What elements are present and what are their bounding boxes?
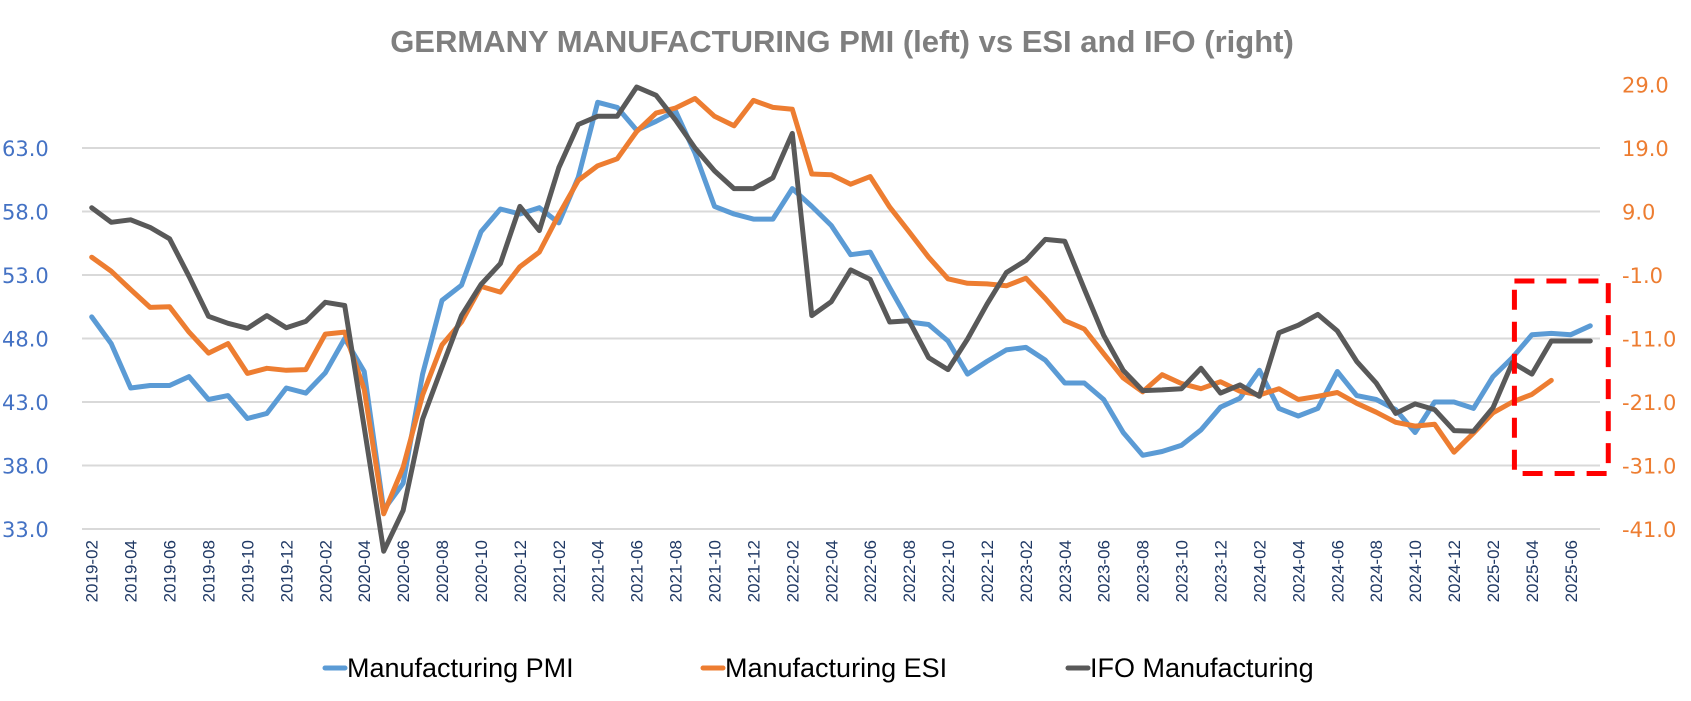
x-tick-label: 2021-02 <box>550 540 569 602</box>
x-tick-label: 2023-06 <box>1095 540 1114 602</box>
right-tick-label: 9.0 <box>1622 201 1655 225</box>
x-tick-label: 2023-10 <box>1173 540 1192 602</box>
legend-item: Manufacturing PMI <box>322 653 574 683</box>
right-tick-label: -31.0 <box>1622 455 1676 479</box>
left-tick-label: 58.0 <box>2 201 49 225</box>
right-y-axis: -41.0 -31.0 -21.0 -11.0 -1.0 9.0 19.0 29.0 <box>1622 74 1676 543</box>
x-tick-label: 2024-02 <box>1250 540 1269 602</box>
x-tick-label: 2025-02 <box>1484 540 1503 602</box>
legend-item: Manufacturing ESI <box>700 653 947 683</box>
x-tick-label: 2020-04 <box>355 540 374 602</box>
annotations <box>1511 278 1611 476</box>
right-tick-label: 29.0 <box>1622 74 1669 98</box>
x-tick-label: 2025-06 <box>1562 540 1581 602</box>
left-y-axis: 33.0 38.0 43.0 48.0 53.0 58.0 63.0 <box>2 137 49 542</box>
legend-label: IFO Manufacturing <box>1090 653 1314 683</box>
x-tick-label: 2022-02 <box>783 540 802 602</box>
legend-item: IFO Manufacturing <box>1065 653 1314 683</box>
x-tick-label: 2020-12 <box>511 540 530 602</box>
x-tick-label: 2024-08 <box>1367 540 1386 602</box>
x-tick-label: 2019-08 <box>200 540 219 602</box>
left-tick-label: 38.0 <box>2 455 49 479</box>
x-tick-label: 2025-04 <box>1523 540 1542 602</box>
legend-label: Manufacturing ESI <box>725 653 947 683</box>
x-tick-label: 2024-04 <box>1289 540 1308 602</box>
x-tick-label: 2022-06 <box>861 540 880 602</box>
x-tick-label: 2021-12 <box>744 540 763 602</box>
x-tick-label: 2020-10 <box>472 540 491 602</box>
right-tick-label: -1.0 <box>1622 264 1663 288</box>
highlight-box <box>1511 278 1611 476</box>
left-tick-label: 33.0 <box>2 518 49 542</box>
series-line-manufacturing-esi <box>89 96 1554 517</box>
right-tick-label: -41.0 <box>1622 518 1676 542</box>
x-tick-label: 2019-04 <box>122 540 141 602</box>
x-tick-label: 2023-04 <box>1056 540 1075 602</box>
x-tick-label: 2022-08 <box>900 540 919 602</box>
x-tick-label: 2023-02 <box>1017 540 1036 602</box>
right-tick-label: -21.0 <box>1622 391 1676 415</box>
x-tick-label: 2020-08 <box>433 540 452 602</box>
x-tick-label: 2021-10 <box>706 540 725 602</box>
x-tick-label: 2024-12 <box>1445 540 1464 602</box>
left-tick-label: 43.0 <box>2 391 49 415</box>
x-tick-label: 2022-04 <box>822 540 841 602</box>
x-tick-label: 2021-06 <box>628 540 647 602</box>
x-tick-label: 2022-12 <box>978 540 997 602</box>
left-tick-label: 48.0 <box>2 328 49 352</box>
x-tick-label: 2019-06 <box>161 540 180 602</box>
x-tick-label: 2024-06 <box>1328 540 1347 602</box>
left-tick-label: 63.0 <box>2 137 49 161</box>
series-lines <box>89 84 1593 554</box>
series-line-manufacturing-pmi <box>89 99 1593 513</box>
x-tick-label: 2021-08 <box>667 540 686 602</box>
x-tick-label: 2019-12 <box>277 540 296 602</box>
x-tick-label: 2021-04 <box>589 540 608 602</box>
x-tick-label: 2020-02 <box>316 540 335 602</box>
x-tick-label: 2019-02 <box>83 540 102 602</box>
gridlines <box>82 147 1600 530</box>
x-tick-label: 2024-10 <box>1406 540 1425 602</box>
chart-title: GERMANY MANUFACTURING PMI (left) vs ESI … <box>390 24 1294 59</box>
x-tick-label: 2020-06 <box>394 540 413 602</box>
right-tick-label: 19.0 <box>1622 137 1669 161</box>
x-tick-label: 2022-10 <box>939 540 958 602</box>
x-axis: 2019-02 2019-04 2019-06 2019-08 2019-10 2019-… <box>83 540 1581 602</box>
x-tick-label: 2019-10 <box>238 540 257 602</box>
series-line-ifo-manufacturing <box>89 84 1593 554</box>
legend: Manufacturing PMI Manufacturing ESI IFO Ma… <box>322 653 1314 683</box>
left-tick-label: 53.0 <box>2 264 49 288</box>
legend-label: Manufacturing PMI <box>347 653 574 683</box>
x-tick-label: 2023-08 <box>1134 540 1153 602</box>
x-tick-label: 2023-12 <box>1212 540 1231 602</box>
right-tick-label: -11.0 <box>1622 328 1676 352</box>
